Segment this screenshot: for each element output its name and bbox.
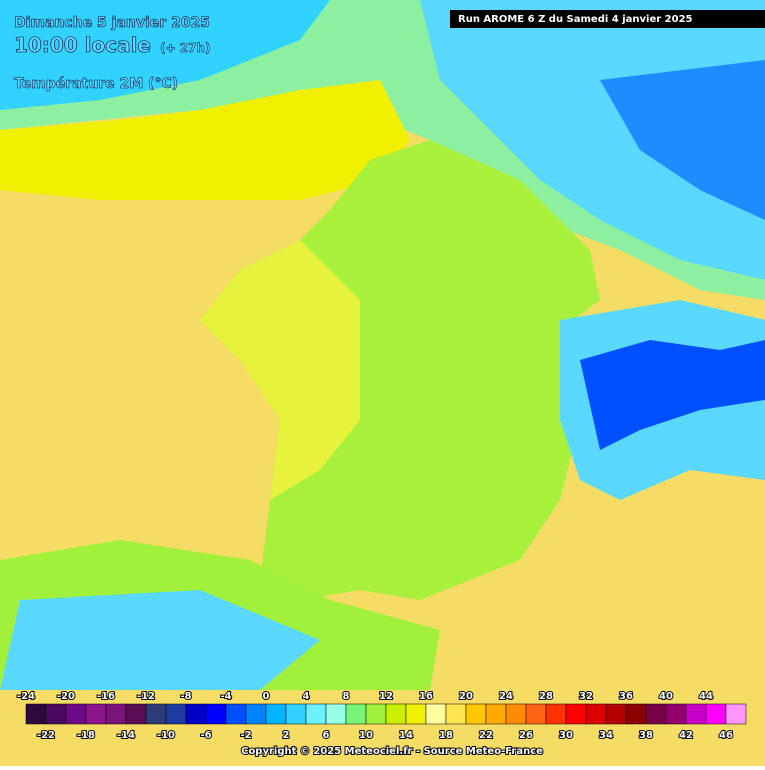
legend-swatch <box>145 703 167 725</box>
legend-label: 20 <box>459 691 473 702</box>
legend-label: -16 <box>97 691 115 702</box>
legend-label: -24 <box>17 691 35 702</box>
legend-swatch <box>65 703 87 725</box>
legend-label: 32 <box>579 691 593 702</box>
legend-swatch <box>45 703 67 725</box>
legend-swatch <box>185 703 207 725</box>
uk-area <box>0 80 410 200</box>
legend-swatch <box>645 703 667 725</box>
legend-label: 18 <box>439 730 453 741</box>
legend-swatch <box>425 703 447 725</box>
legend-swatch <box>665 703 687 725</box>
legend-swatch <box>85 703 107 725</box>
legend-label: 28 <box>539 691 553 702</box>
legend-label: 2 <box>283 730 290 741</box>
legend-swatch <box>625 703 647 725</box>
legend-label: -18 <box>77 730 95 741</box>
legend-label: 40 <box>659 691 673 702</box>
legend-label: 44 <box>699 691 713 702</box>
legend-swatch <box>225 703 247 725</box>
legend-label: 26 <box>519 730 533 741</box>
run-box <box>450 10 765 28</box>
legend-label: -4 <box>220 691 231 702</box>
legend-label: -6 <box>200 730 211 741</box>
legend-swatch <box>165 703 187 725</box>
day-label: Dimanche 5 janvier 2025 <box>14 15 210 31</box>
legend-swatch <box>285 703 307 725</box>
legend-label: -20 <box>57 691 75 702</box>
legend-label: 8 <box>343 691 350 702</box>
legend-label: 14 <box>399 730 413 741</box>
legend-label: -22 <box>37 730 55 741</box>
legend-label: -8 <box>180 691 191 702</box>
parameter-label: Température 2M (°C) <box>14 76 178 92</box>
legend-swatch <box>405 703 427 725</box>
west-france <box>200 240 360 500</box>
legend-swatch <box>365 703 387 725</box>
legend-label: 34 <box>599 730 613 741</box>
legend-label: -10 <box>157 730 175 741</box>
legend-swatch <box>545 703 567 725</box>
time-label: 10:00 locale <box>14 33 151 57</box>
legend-label: -14 <box>117 730 135 741</box>
legend-swatch <box>585 703 607 725</box>
legend-swatch <box>725 703 747 725</box>
legend-swatch <box>485 703 507 725</box>
legend-swatch <box>325 703 347 725</box>
legend-swatch <box>465 703 487 725</box>
legend-swatch <box>25 703 47 725</box>
legend-swatch <box>305 703 327 725</box>
legend-label: -12 <box>137 691 155 702</box>
legend-swatch <box>685 703 707 725</box>
legend-swatch <box>125 703 147 725</box>
legend-label: 0 <box>263 691 270 702</box>
legend-label: 46 <box>719 730 733 741</box>
channel-area <box>0 0 330 110</box>
legend-label: 42 <box>679 730 693 741</box>
legend-swatch <box>445 703 467 725</box>
alps-core <box>580 340 765 450</box>
legend-swatch <box>505 703 527 725</box>
cold-core <box>600 60 765 220</box>
pyrenees <box>0 590 320 690</box>
legend-label: 30 <box>559 730 573 741</box>
legend-swatch <box>345 703 367 725</box>
legend-label: 16 <box>419 691 433 702</box>
run-label: Run AROME 6 Z du Samedi 4 janvier 2025 <box>458 14 693 25</box>
legend-label: 6 <box>323 730 330 741</box>
legend-label: -2 <box>240 730 251 741</box>
legend-swatch <box>385 703 407 725</box>
legend-swatch <box>205 703 227 725</box>
cold-area <box>420 0 765 280</box>
legend-swatch <box>265 703 287 725</box>
copyright: Copyright © 2025 Meteociel.fr - Source M… <box>241 746 543 757</box>
legend-swatch <box>605 703 627 725</box>
legend-label: 12 <box>379 691 393 702</box>
legend-label: 22 <box>479 730 493 741</box>
legend-swatch <box>245 703 267 725</box>
legend-label: 10 <box>359 730 373 741</box>
offset-label: (+ 27h) <box>160 41 210 55</box>
legend-swatch <box>565 703 587 725</box>
legend-label: 36 <box>619 691 633 702</box>
legend-label: 4 <box>303 691 310 702</box>
legend-swatch <box>705 703 727 725</box>
legend-swatch <box>105 703 127 725</box>
legend-swatch <box>525 703 547 725</box>
legend-label: 38 <box>639 730 653 741</box>
legend-label: 24 <box>499 691 513 702</box>
